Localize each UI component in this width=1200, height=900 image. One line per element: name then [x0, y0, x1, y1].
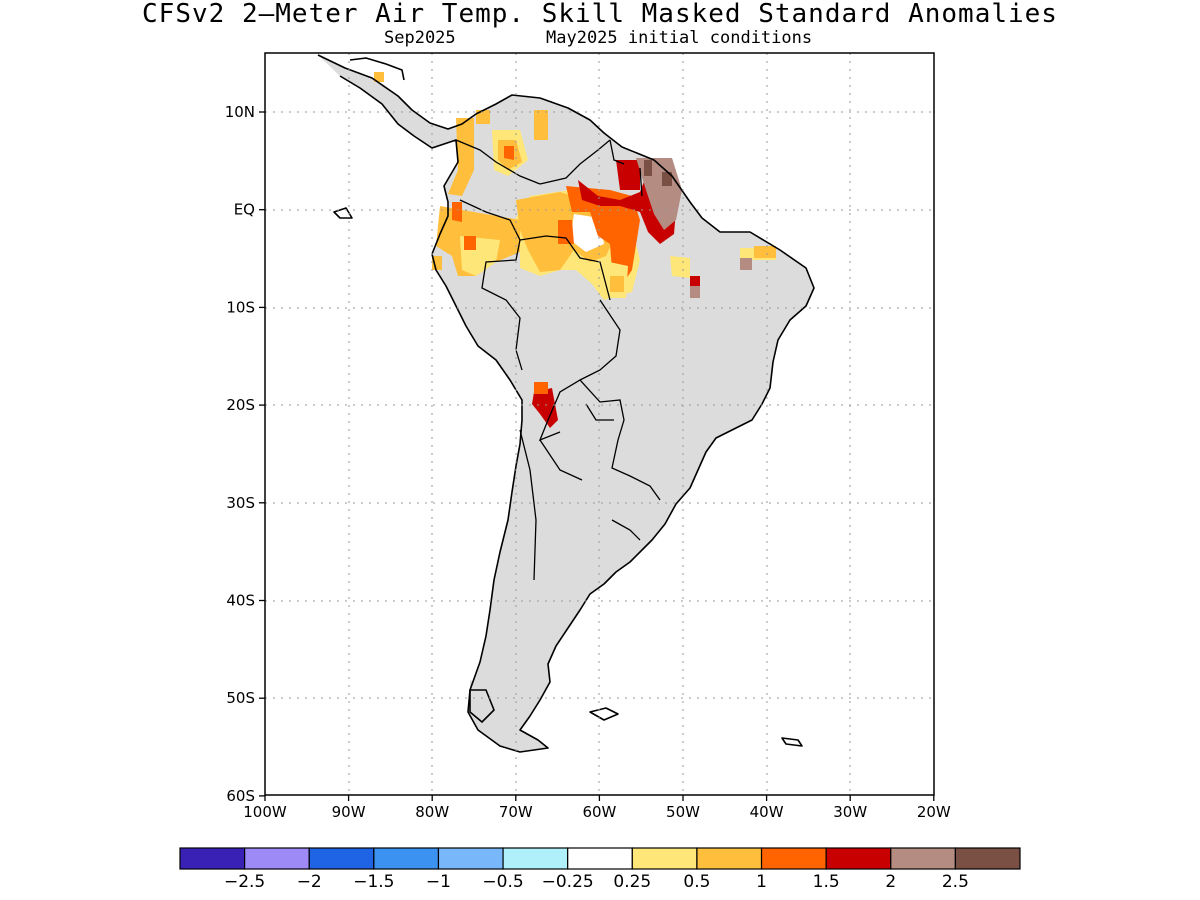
y-tick-label: 60S [226, 787, 255, 805]
colorbar-swatch [954, 847, 1021, 870]
colorbar-label: −0.5 [482, 872, 523, 892]
colorbar-swatch [890, 847, 956, 870]
y-tick-label: EQ [234, 201, 255, 219]
colorbar: −2.5 −2 −1.5 −1 −0.5 −0.25 0.25 0.5 1 1.5 2 2.5 [179, 847, 1021, 892]
colorbar-label: 2.5 [942, 872, 969, 892]
y-tick-label: 30S [226, 494, 255, 512]
colorbar-label: −2 [297, 872, 322, 892]
colorbar-label: 2 [885, 872, 896, 892]
x-tick-label: 50W [666, 803, 700, 821]
colorbar-label: −1.5 [353, 872, 394, 892]
x-tick-label: 30W [833, 803, 867, 821]
x-tick-label: 40W [750, 803, 784, 821]
colorbar-label: 0.5 [683, 872, 710, 892]
x-tick-label: 70W [499, 803, 533, 821]
x-tick-label: 80W [415, 803, 449, 821]
map-title: CFSv2 2—Meter Air Temp. Skill Masked Sta… [142, 0, 1058, 29]
y-tick-label: 10S [226, 298, 255, 316]
y-tick-label: 50S [226, 689, 255, 707]
colorbar-swatch [825, 847, 892, 870]
x-axis: 100W 90W 80W 70W 60W 50W 40W 30W 20W [243, 795, 951, 821]
country-borders [455, 139, 661, 581]
colorbar-swatch [760, 847, 827, 870]
x-tick-label: 60W [582, 803, 616, 821]
colorbar-swatch [308, 847, 375, 870]
y-tick-label: 20S [226, 396, 255, 414]
y-axis: 10N EQ 10S 20S 30S 40S 50S 60S [225, 103, 265, 805]
colorbar-label: −2.5 [224, 872, 265, 892]
colorbar-swatch [696, 847, 763, 870]
colorbar-swatch [567, 847, 633, 870]
land-mask [318, 55, 814, 752]
x-tick-label: 20W [917, 803, 951, 821]
initial-conditions: May2025 initial conditions [546, 28, 813, 48]
plot-area [265, 53, 934, 795]
anomaly-shading [374, 72, 776, 428]
y-tick-label: 40S [226, 592, 255, 610]
colorbar-label: 1 [756, 872, 767, 892]
colorbar-swatch [179, 847, 246, 870]
colorbar-swatch [631, 847, 698, 870]
x-tick-label: 100W [243, 803, 287, 821]
colorbar-label: 1.5 [813, 872, 840, 892]
colorbar-label: −0.25 [542, 872, 594, 892]
colorbar-label: −1 [426, 872, 451, 892]
y-tick-label: 10N [225, 103, 255, 121]
colorbar-swatch [502, 847, 569, 870]
colorbar-swatch [437, 847, 504, 870]
colorbar-swatch [373, 847, 440, 870]
valid-month: Sep2025 [384, 28, 456, 48]
colorbar-swatch [244, 847, 310, 870]
colorbar-label: 0.25 [613, 872, 651, 892]
x-tick-label: 90W [332, 803, 366, 821]
